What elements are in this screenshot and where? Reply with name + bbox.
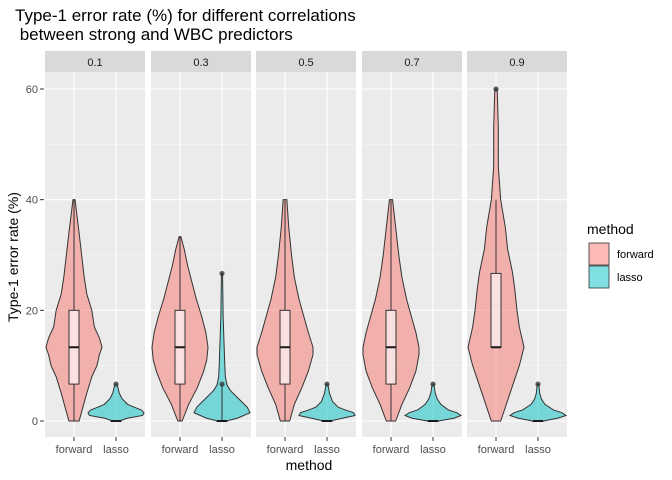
x-tick-label: lasso [525,444,551,456]
y-tick-label: 40 [26,195,38,207]
facet-strip [45,51,145,72]
x-tick-label: lasso [420,444,446,456]
facet-panel: 0.3 forward lasso [151,51,251,456]
y-tick-label: 0 [32,416,38,428]
outlier-point [535,381,541,387]
outlier-point [493,86,499,92]
x-tick-label: forward [478,444,515,456]
facet-strip-label: 0.5 [298,57,313,69]
facet-strip-label: 0.1 [87,57,102,69]
facet-strip [151,51,251,72]
facet-strip-label: 0.7 [404,57,419,69]
facet-strip [362,51,462,72]
facet-panel: 0.9 forward lasso [467,51,568,456]
chart-title-line1: Type-1 error rate (%) for different corr… [15,6,356,25]
outlier-point [113,381,119,387]
legend-label-forward: forward [617,249,654,261]
facet-strip [467,51,567,72]
x-tick-label: lasso [314,444,340,456]
facet-panel: 0.1 forward lasso [45,51,145,456]
outlier-point [219,270,225,277]
x-axis-title: method [286,457,333,473]
outlier-point [430,381,436,387]
x-tick-label: lasso [103,444,129,456]
x-tick-label: forward [162,444,199,456]
legend-key-forward [588,242,610,266]
y-axis-title: Type-1 error rate (%) [5,192,21,322]
legend-key-lasso [588,265,610,289]
facet-strip-label: 0.3 [193,57,208,69]
legend-label-lasso: lasso [617,272,643,284]
y-axis: 0 20 40 60 [26,84,44,428]
x-tick-label: lasso [209,444,235,456]
outlier-point [324,381,330,387]
y-tick-label: 20 [26,305,38,317]
x-tick-label: forward [373,444,410,456]
chart-title-line2: between strong and WBC predictors [15,25,293,44]
x-tick-label: forward [56,444,93,456]
facet-panel: 0.7 forward lasso [362,51,463,456]
outlier-point [219,381,225,387]
x-tick-label: forward [267,444,304,456]
facet-panels: 0.1 forward lasso 0.3 forward lasso 0.5 forward… [45,51,568,456]
box-forward [490,272,502,348]
legend-title: method [587,221,634,237]
facet-strip [256,51,356,72]
legend: method forward lasso [587,221,654,289]
facet-strip-label: 0.9 [509,57,524,69]
facet-panel: 0.5 forward lasso [256,51,356,456]
y-tick-label: 60 [26,84,38,96]
